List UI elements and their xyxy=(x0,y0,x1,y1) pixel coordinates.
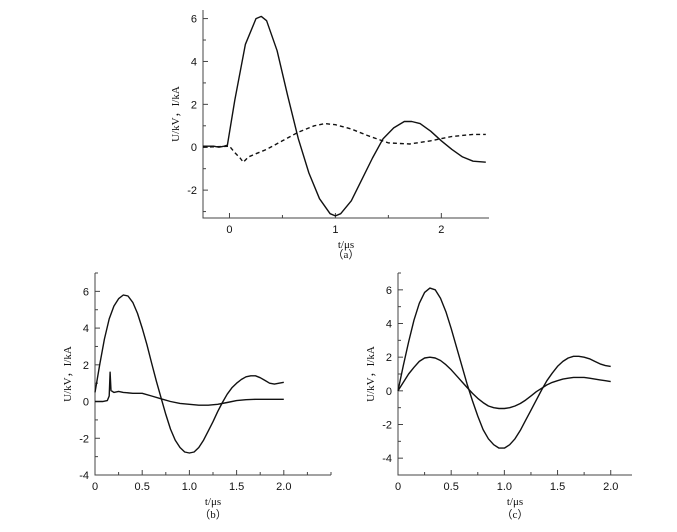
y-axis-title: U/kV，I/kA xyxy=(365,346,377,402)
axes-frame xyxy=(397,273,632,476)
y-tick-label: 0 xyxy=(83,397,89,409)
y-tick-label: -4 xyxy=(79,470,89,482)
y-tick-label: 6 xyxy=(83,286,89,298)
x-tick-label: 0.5 xyxy=(444,481,459,493)
y-tick-label: 4 xyxy=(386,319,392,331)
y-tick-label: 6 xyxy=(191,14,197,26)
x-tick-label: 1 xyxy=(332,224,338,236)
series-line-2 xyxy=(202,122,486,163)
y-axis-title: U/kV，I/kA xyxy=(62,346,74,402)
x-tick-label: 0 xyxy=(226,224,232,236)
axes-frame xyxy=(94,273,331,476)
panel-caption: （b） xyxy=(199,508,227,521)
series-line-1 xyxy=(94,294,284,454)
panel-b: -4 -2 0 2 4 6 0 0.5 1.0 1.5 2.0 t/μs U/kV，I/kA （b） xyxy=(62,272,332,521)
x-tick-label: 0 xyxy=(395,481,401,493)
axes-frame xyxy=(202,10,489,219)
y-tick-label: 2 xyxy=(386,352,392,364)
y-tick-label: -2 xyxy=(382,420,392,432)
x-tick-label: 2.0 xyxy=(276,481,291,493)
x-axis-title: t/μs xyxy=(507,496,523,508)
x-axis-title: t/μs xyxy=(205,496,221,508)
x-axis-title: t/μs xyxy=(338,239,354,251)
panel-caption: （c） xyxy=(502,508,529,521)
y-tick-label: -2 xyxy=(187,185,197,197)
x-tick-label: 2.0 xyxy=(603,481,618,493)
x-tick-label: 0 xyxy=(92,481,98,493)
y-tick-label: 2 xyxy=(83,360,89,372)
x-tick-label: 0.5 xyxy=(135,481,150,493)
y-tick-label: 4 xyxy=(191,56,197,68)
y-axis-title: U/kV，I/kA xyxy=(170,86,182,142)
series-line-2 xyxy=(397,356,611,410)
y-tick-label: 4 xyxy=(83,323,89,335)
series-line-2 xyxy=(95,371,284,406)
x-tick-label: 1.5 xyxy=(550,481,565,493)
x-tick-label: 1.0 xyxy=(182,481,197,493)
y-tick-label: -4 xyxy=(382,453,392,465)
y-tick-label: 0 xyxy=(386,386,392,398)
x-tick-label: 1.0 xyxy=(497,481,512,493)
panel-caption: （a） xyxy=(333,248,360,261)
x-tick-label: 1.5 xyxy=(229,481,244,493)
series-line-1 xyxy=(203,15,486,217)
x-tick-label: 2 xyxy=(438,224,444,236)
y-tick-label: 2 xyxy=(191,99,197,111)
y-tick-label: 6 xyxy=(386,285,392,297)
panel-c: -4 -2 0 2 4 6 0 0.5 1.0 1.5 2.0 t/μs U/kV，I/kA （c） xyxy=(365,272,632,521)
series-line-1 xyxy=(397,287,611,449)
panel-a: -2 0 2 4 6 0 1 2 t/μs U/kV，I/kA （a） xyxy=(170,10,489,261)
y-tick-label: 0 xyxy=(191,142,197,154)
y-tick-label: -2 xyxy=(79,433,89,445)
